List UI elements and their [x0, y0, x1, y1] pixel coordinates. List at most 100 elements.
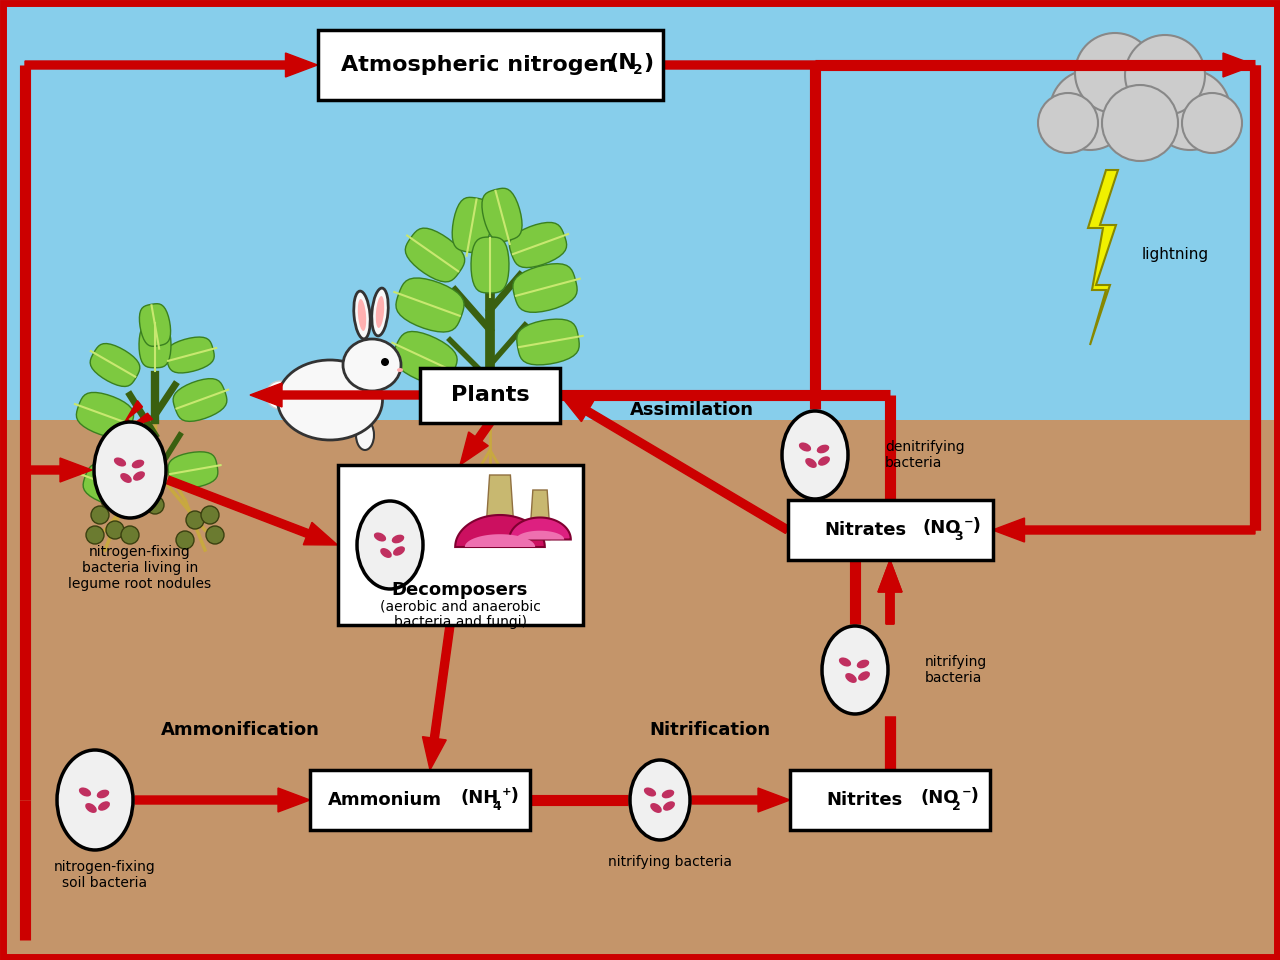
- Polygon shape: [483, 188, 522, 242]
- Ellipse shape: [818, 456, 829, 466]
- Text: (NH: (NH: [460, 789, 498, 807]
- Ellipse shape: [397, 368, 403, 372]
- Text: (aerobic and anaerobic: (aerobic and anaerobic: [380, 600, 540, 614]
- Circle shape: [177, 531, 195, 549]
- FancyArrow shape: [878, 560, 902, 624]
- Circle shape: [1075, 33, 1155, 113]
- Ellipse shape: [376, 296, 384, 328]
- Bar: [0, 420, 1280, 960]
- FancyBboxPatch shape: [790, 770, 989, 830]
- Text: Nitrification: Nitrification: [649, 721, 771, 739]
- Circle shape: [206, 526, 224, 544]
- FancyBboxPatch shape: [420, 368, 561, 422]
- Text: nitrifying
bacteria: nitrifying bacteria: [925, 655, 987, 685]
- Circle shape: [201, 506, 219, 524]
- Text: 2: 2: [634, 63, 643, 77]
- Ellipse shape: [120, 473, 132, 483]
- Ellipse shape: [356, 420, 374, 450]
- Text: nitrogen-fixing
soil bacteria: nitrogen-fixing soil bacteria: [54, 860, 156, 890]
- Circle shape: [1050, 70, 1130, 150]
- FancyArrow shape: [561, 395, 790, 534]
- Ellipse shape: [343, 339, 401, 391]
- Ellipse shape: [79, 787, 91, 797]
- Circle shape: [1038, 93, 1098, 153]
- Circle shape: [146, 496, 164, 514]
- FancyArrow shape: [250, 383, 420, 407]
- FancyArrow shape: [878, 560, 902, 624]
- Bar: [0, 0, 1280, 420]
- Ellipse shape: [133, 471, 145, 481]
- Text: ⁻): ⁻): [963, 787, 980, 805]
- Polygon shape: [140, 303, 170, 347]
- Polygon shape: [140, 323, 172, 368]
- FancyArrow shape: [26, 53, 317, 77]
- Polygon shape: [452, 198, 492, 252]
- Ellipse shape: [371, 288, 388, 336]
- Polygon shape: [516, 531, 564, 540]
- Polygon shape: [456, 515, 545, 547]
- Ellipse shape: [838, 658, 851, 666]
- Text: Assimilation: Assimilation: [630, 401, 754, 419]
- Ellipse shape: [392, 535, 404, 543]
- FancyArrow shape: [992, 518, 1254, 542]
- Ellipse shape: [644, 787, 657, 797]
- Text: nitrifying bacteria: nitrifying bacteria: [608, 855, 732, 869]
- Text: 2: 2: [952, 800, 961, 812]
- Text: Ammonification: Ammonification: [160, 721, 320, 739]
- Circle shape: [381, 358, 389, 366]
- Polygon shape: [90, 344, 140, 387]
- Polygon shape: [393, 331, 457, 384]
- Ellipse shape: [380, 548, 392, 558]
- Text: Decomposers: Decomposers: [392, 581, 529, 599]
- Text: nitrogen-fixing
bacteria living in
legume root nodules: nitrogen-fixing bacteria living in legum…: [68, 545, 211, 591]
- Ellipse shape: [393, 546, 404, 556]
- Ellipse shape: [630, 760, 690, 840]
- FancyBboxPatch shape: [317, 30, 663, 100]
- Ellipse shape: [99, 802, 110, 811]
- Ellipse shape: [97, 790, 109, 799]
- FancyArrow shape: [692, 788, 790, 812]
- Ellipse shape: [278, 360, 383, 440]
- Text: (N: (N: [608, 53, 636, 73]
- FancyArrow shape: [460, 420, 493, 465]
- Polygon shape: [517, 319, 580, 365]
- Circle shape: [91, 506, 109, 524]
- Text: 4: 4: [492, 800, 500, 812]
- Text: (NO: (NO: [920, 789, 959, 807]
- Polygon shape: [530, 490, 550, 540]
- Ellipse shape: [650, 803, 662, 813]
- Polygon shape: [173, 378, 227, 421]
- Text: ⁻): ⁻): [964, 517, 982, 535]
- Circle shape: [1149, 70, 1230, 150]
- Polygon shape: [471, 237, 509, 293]
- Ellipse shape: [58, 750, 133, 850]
- Polygon shape: [396, 278, 465, 332]
- Circle shape: [1088, 43, 1192, 147]
- Polygon shape: [168, 452, 218, 489]
- Polygon shape: [406, 228, 465, 282]
- Ellipse shape: [858, 671, 870, 681]
- Circle shape: [122, 526, 140, 544]
- Circle shape: [106, 521, 124, 539]
- Ellipse shape: [845, 673, 856, 683]
- Polygon shape: [166, 337, 214, 372]
- Text: Nitrites: Nitrites: [827, 791, 904, 809]
- Ellipse shape: [353, 291, 370, 339]
- Ellipse shape: [805, 458, 817, 468]
- Polygon shape: [509, 517, 571, 540]
- Ellipse shape: [856, 660, 869, 668]
- Text: 3: 3: [954, 530, 963, 542]
- Polygon shape: [1088, 170, 1117, 345]
- FancyArrow shape: [422, 624, 454, 770]
- Circle shape: [86, 526, 104, 544]
- Polygon shape: [77, 393, 133, 438]
- FancyBboxPatch shape: [338, 465, 582, 625]
- Polygon shape: [485, 475, 515, 547]
- Ellipse shape: [817, 444, 829, 453]
- Ellipse shape: [374, 533, 387, 541]
- Polygon shape: [513, 264, 577, 312]
- Ellipse shape: [782, 411, 849, 499]
- FancyArrow shape: [26, 458, 92, 482]
- FancyArrow shape: [663, 53, 1254, 77]
- Text: lightning: lightning: [1142, 248, 1208, 262]
